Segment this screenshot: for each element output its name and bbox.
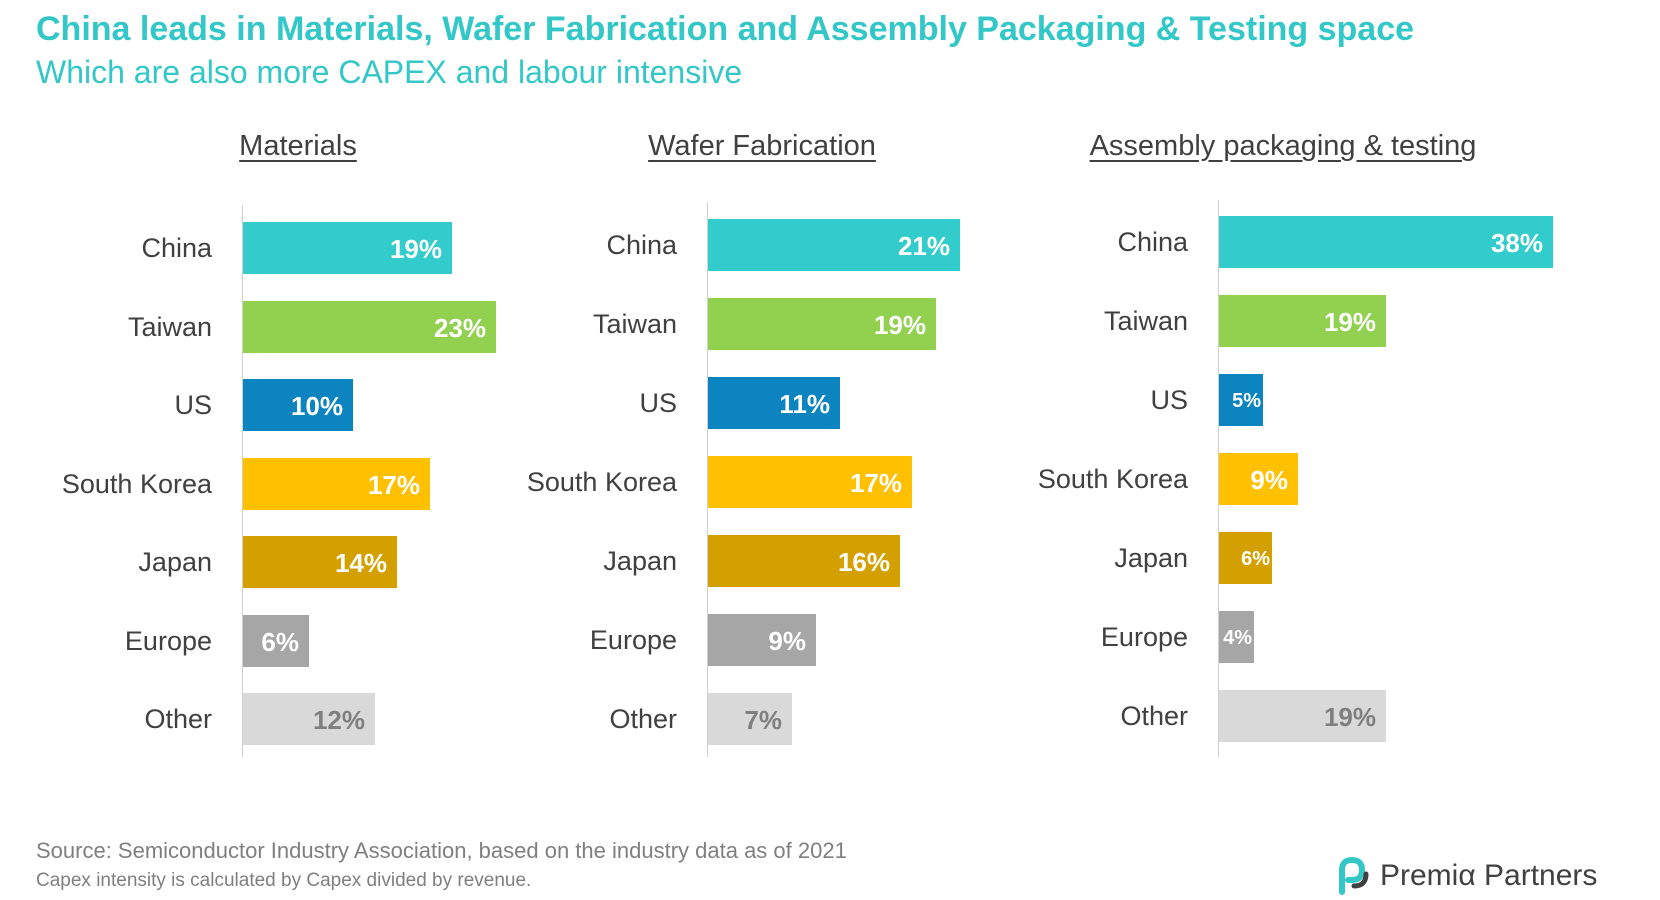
assembly-packaging-testing-value-china: 38% <box>1490 228 1543 258</box>
materials-category-axis <box>242 205 243 757</box>
materials-label-japan: Japan <box>138 547 212 577</box>
assembly-packaging-testing-value-europe: 4% <box>1223 627 1252 649</box>
wafer-fabrication-bar-south-korea <box>708 456 912 508</box>
assembly-packaging-testing-label-taiwan: Taiwan <box>1103 306 1188 336</box>
logo-text: Premiα Partners <box>1380 859 1598 892</box>
materials-bar-other <box>243 693 375 745</box>
materials-bar-us <box>243 379 353 431</box>
assembly-packaging-testing-value-us: 5% <box>1232 390 1261 412</box>
materials-label-china: China <box>141 233 212 263</box>
wafer-fabrication-label-south-korea: South Korea <box>526 467 677 497</box>
assembly-packaging-testing-bar-china <box>1219 216 1553 268</box>
assembly-packaging-testing-bar-south-korea <box>1219 453 1298 505</box>
materials-value-other: 12% <box>312 705 365 735</box>
assembly-packaging-testing-label-us: US <box>1150 385 1188 415</box>
wafer-fabrication-label-us: US <box>639 388 677 418</box>
wafer-fabrication-bar-us <box>708 377 840 429</box>
assembly-packaging-testing-value-japan: 6% <box>1241 548 1270 570</box>
materials-bar-europe <box>243 615 309 667</box>
assembly-packaging-testing-label-china: China <box>1117 227 1188 257</box>
assembly-packaging-testing-label-other: Other <box>1120 701 1188 731</box>
source-note: Source: Semiconductor Industry Associati… <box>36 838 847 863</box>
wafer-fabrication-label-japan: Japan <box>603 546 677 576</box>
wafer-fabrication-bar-china <box>708 219 960 271</box>
wafer-fabrication-value-europe: 9% <box>768 626 806 656</box>
wafer-fabrication-value-japan: 16% <box>837 547 890 577</box>
assembly-packaging-testing-bar-japan <box>1219 532 1272 584</box>
premia-partners-logo: Premiα Partners <box>1336 856 1597 896</box>
wafer-fabrication-label-other: Other <box>609 704 677 734</box>
wafer-fabrication-bar-other <box>708 693 792 745</box>
wafer-fabrication-label-china: China <box>606 230 677 260</box>
wafer-fabrication-bar-taiwan <box>708 298 936 350</box>
assembly-packaging-testing-bar-europe <box>1219 611 1254 663</box>
premia-logo-icon <box>1339 856 1369 895</box>
wafer-fabrication-value-south-korea: 17% <box>849 468 902 498</box>
assembly-packaging-testing-value-other: 19% <box>1323 702 1376 732</box>
assembly-packaging-testing-bar-us <box>1219 374 1263 426</box>
assembly-packaging-testing-label-japan: Japan <box>1114 543 1188 573</box>
materials-label-europe: Europe <box>124 626 212 656</box>
assembly-packaging-testing-value-taiwan: 19% <box>1323 307 1376 337</box>
materials-label-south-korea: South Korea <box>61 469 212 499</box>
assembly-packaging-testing-category-axis <box>1218 200 1219 757</box>
materials-value-japan: 14% <box>334 548 387 578</box>
wafer-fabrication-bar-europe <box>708 614 816 666</box>
materials-bar-taiwan <box>243 301 496 353</box>
wafer-fabrication-value-other: 7% <box>744 705 782 735</box>
materials-label-other: Other <box>144 704 212 734</box>
materials-value-china: 19% <box>389 234 442 264</box>
wafer-fabrication-label-taiwan: Taiwan <box>592 309 677 339</box>
wafer-fabrication-chart-title: Wafer Fabrication <box>648 130 876 162</box>
wafer-fabrication-category-axis <box>707 202 708 757</box>
assembly-packaging-testing-chart-title: Assembly packaging & testing <box>1089 130 1477 162</box>
page-title: China leads in Materials, Wafer Fabricat… <box>36 10 1415 48</box>
wafer-fabrication-bar-japan <box>708 535 900 587</box>
wafer-fabrication-value-taiwan: 19% <box>873 310 926 340</box>
assembly-packaging-testing-value-south-korea: 9% <box>1250 465 1288 495</box>
wafer-fabrication-label-europe: Europe <box>589 625 677 655</box>
assembly-packaging-testing-label-europe: Europe <box>1100 622 1188 652</box>
wafer-fabrication-value-us: 11% <box>779 389 830 419</box>
assembly-packaging-testing-bar-other <box>1219 690 1386 742</box>
materials-value-south-korea: 17% <box>367 470 420 500</box>
page-subtitle: Which are also more CAPEX and labour int… <box>36 54 743 90</box>
wafer-fabrication-value-china: 21% <box>897 231 950 261</box>
materials-value-taiwan: 23% <box>433 313 486 343</box>
materials-bar-japan <box>243 536 397 588</box>
materials-chart-title: Materials <box>239 130 357 162</box>
materials-label-us: US <box>174 390 212 420</box>
materials-label-taiwan: Taiwan <box>127 312 212 342</box>
footnote: Capex intensity is calculated by Capex d… <box>36 870 532 891</box>
materials-value-europe: 6% <box>261 627 299 657</box>
materials-bar-south-korea <box>243 458 430 510</box>
materials-value-us: 10% <box>290 391 343 421</box>
materials-bar-china <box>243 222 452 274</box>
assembly-packaging-testing-bar-taiwan <box>1219 295 1386 347</box>
assembly-packaging-testing-label-south-korea: South Korea <box>1037 464 1188 494</box>
